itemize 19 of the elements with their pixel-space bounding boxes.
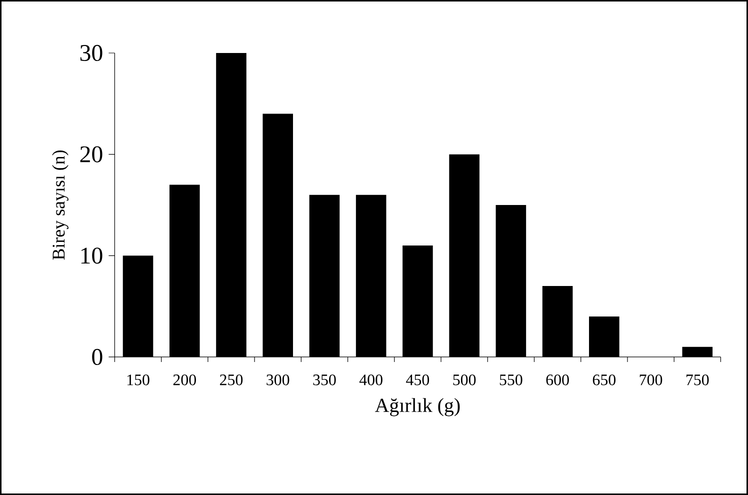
x-tick-label: 250 <box>220 374 243 386</box>
x-tick-label: 400 <box>359 374 382 386</box>
x-tick-label: 300 <box>266 374 290 386</box>
x-tick-label: 750 <box>686 374 709 386</box>
x-tick-label: 700 <box>640 374 662 386</box>
y-tick-label: 30 <box>80 44 102 62</box>
x-tick-label: 200 <box>173 374 196 386</box>
x-tick-label: 500 <box>453 374 476 386</box>
x-tick-label: 350 <box>313 374 336 386</box>
x-tick-label: 650 <box>592 374 616 386</box>
y-axis-title: Birey sayısı (n) <box>52 150 68 260</box>
x-tick-label: 600 <box>546 374 569 386</box>
y-tick-label: 10 <box>81 248 102 264</box>
y-tick-label: 0 <box>92 348 102 366</box>
x-tick-label: 450 <box>406 374 430 386</box>
y-tick-label: 20 <box>80 146 102 162</box>
x-tick-label: 550 <box>500 374 522 386</box>
x-axis-title: Ağırlık (g) <box>375 398 460 416</box>
x-tick-label: 150 <box>127 374 150 386</box>
